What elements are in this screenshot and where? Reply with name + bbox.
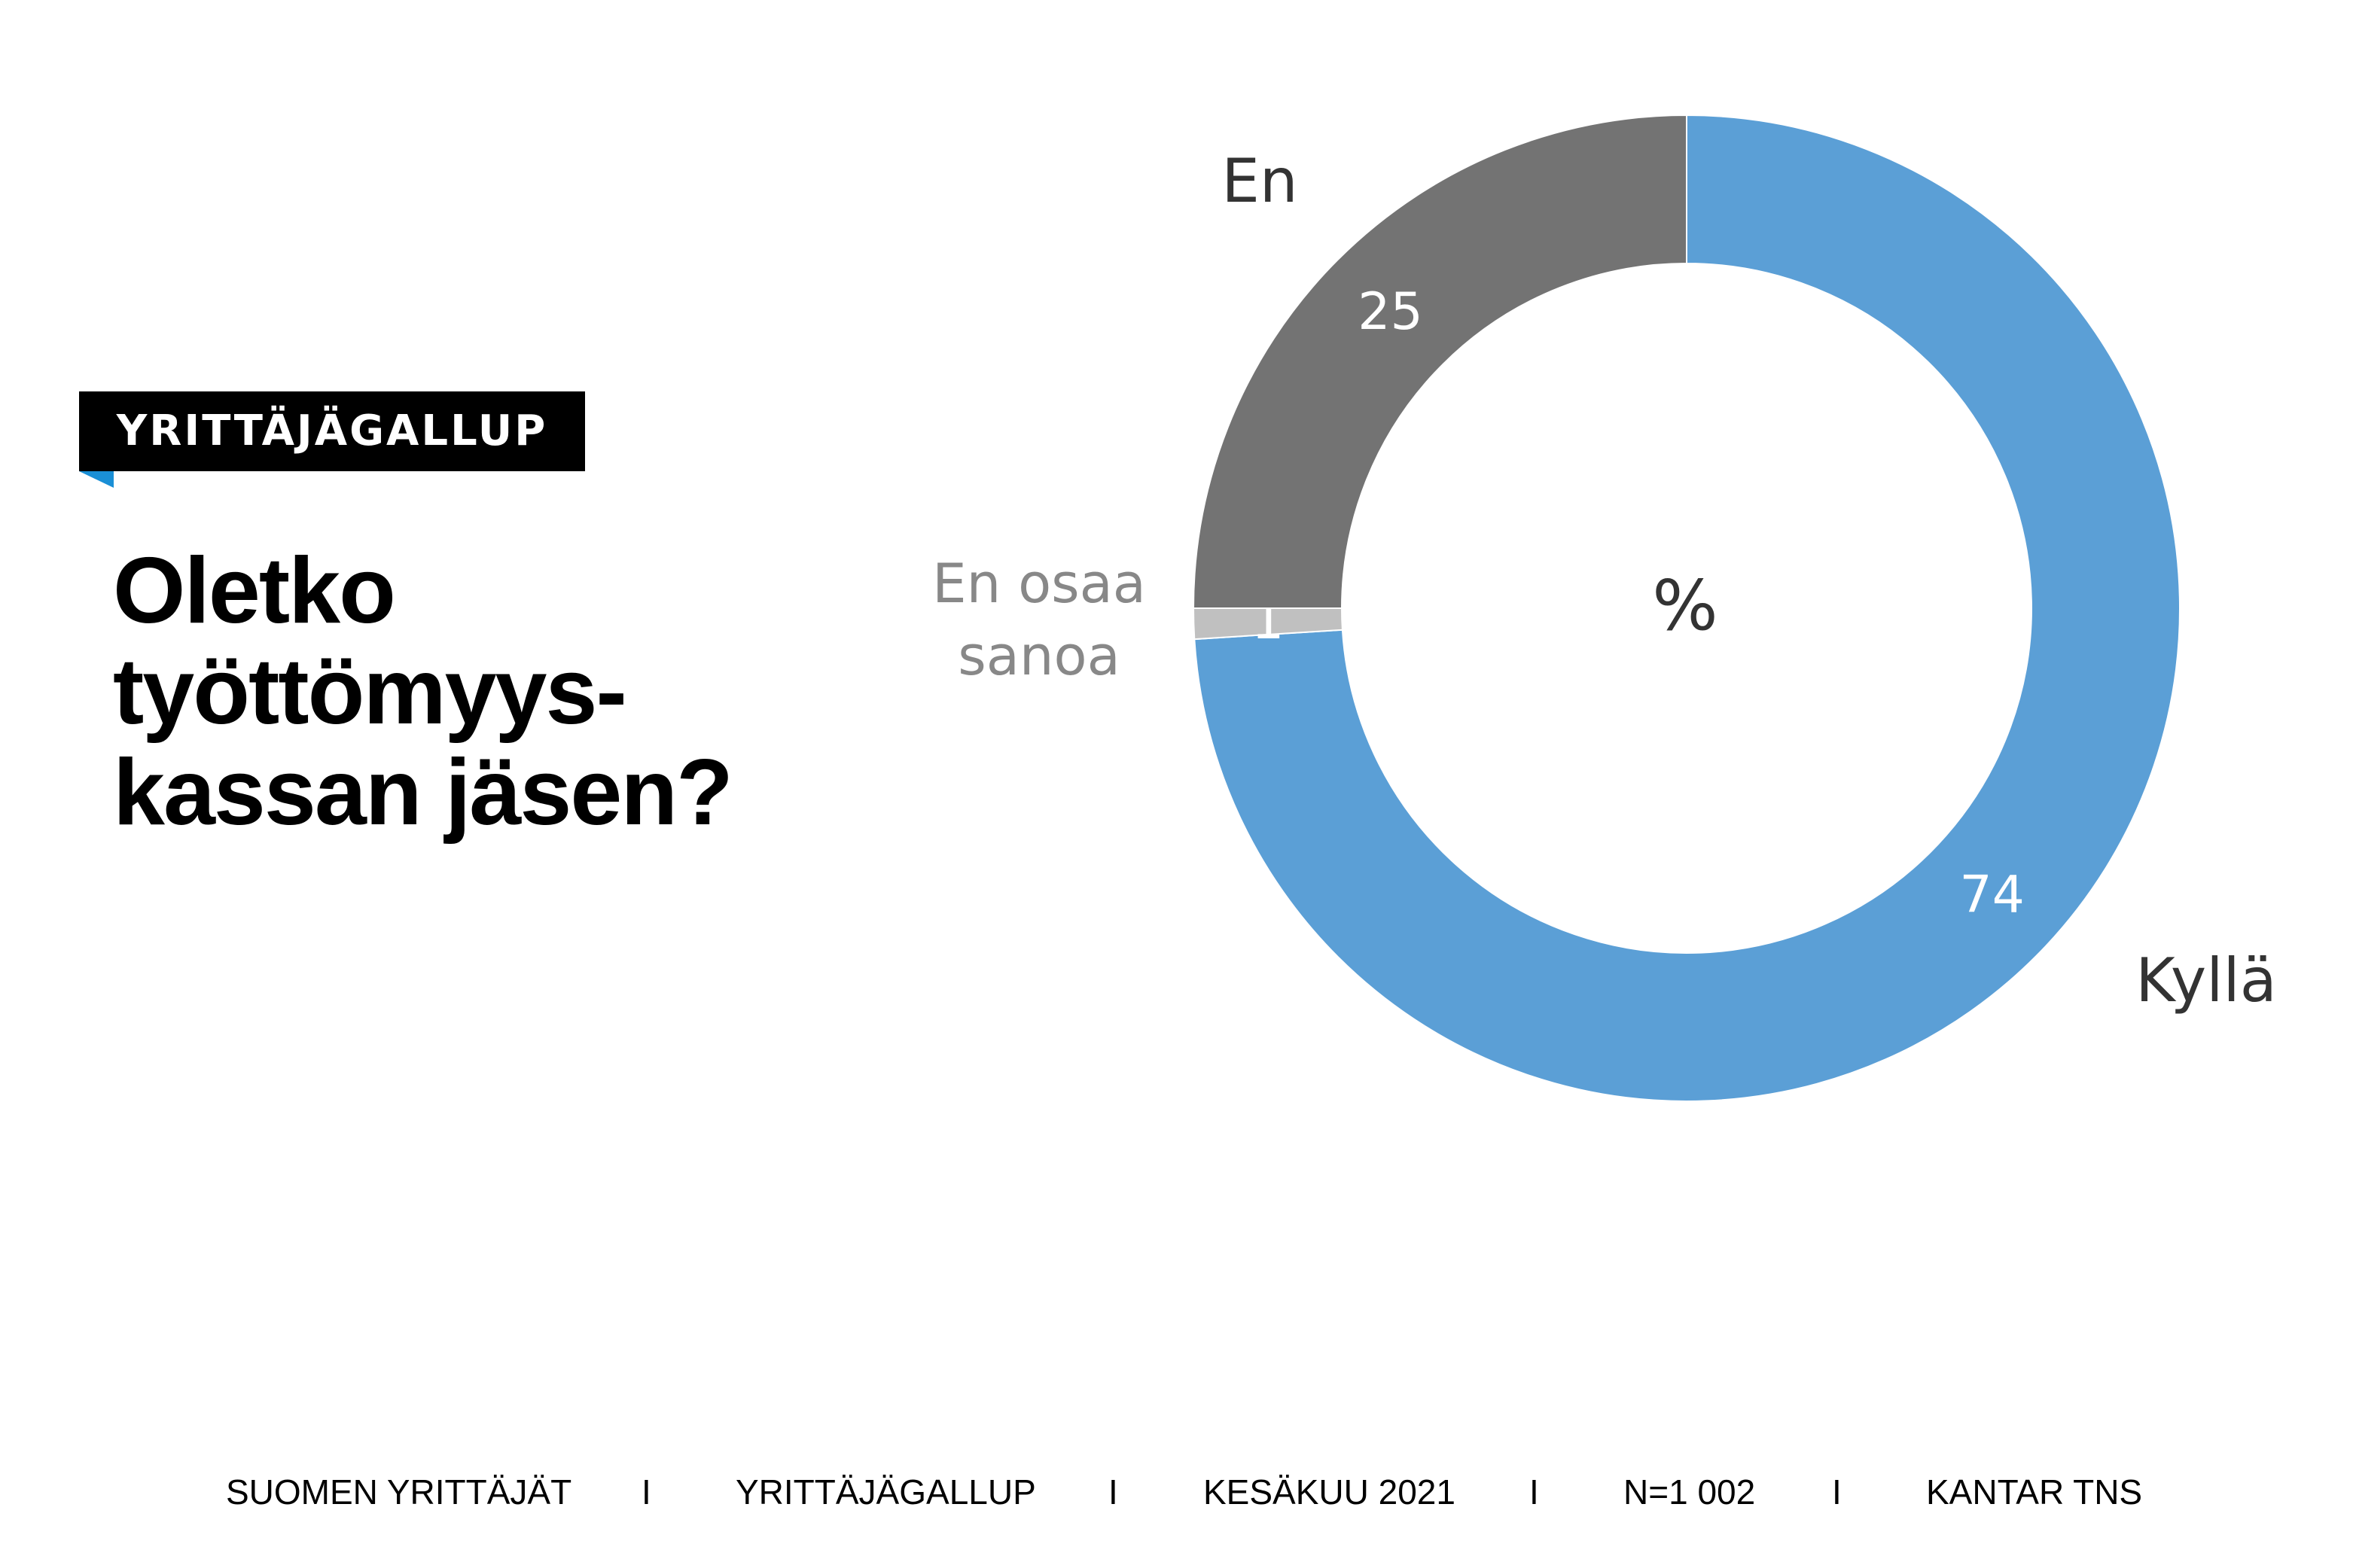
- source-footer: SUOMEN YRITTÄJÄT I YRITTÄJÄGALLUP I KESÄ…: [0, 1472, 2353, 1524]
- value-label-en: 25: [1358, 282, 1423, 342]
- footer-item-date: KESÄKUU 2021: [1203, 1472, 1455, 1512]
- value-label-kyll: 74: [1959, 865, 2025, 924]
- center-unit-label: %: [1652, 565, 1718, 646]
- slice-en: [1192, 114, 1687, 609]
- footer-separator: I: [1832, 1472, 1842, 1512]
- footer-item-sample: N=1 002: [1623, 1472, 1756, 1512]
- category-label-kyll: Kyllä: [2135, 945, 2276, 1015]
- footer-item-survey: YRITTÄJÄGALLUP: [736, 1472, 1036, 1512]
- category-label-en-osaa-sanoa: En osaa sanoa: [932, 552, 1146, 687]
- category-label-en: En: [1221, 146, 1297, 216]
- badge-corner-tab: [79, 471, 114, 488]
- footer-separator: I: [1108, 1472, 1118, 1512]
- footer-item-source: KANTAR TNS: [1926, 1472, 2143, 1512]
- slice-kyll: [1193, 114, 2181, 1102]
- badge-label: YRITTÄJÄGALLUP: [116, 406, 548, 455]
- footer-item-publisher: SUOMEN YRITTÄJÄT: [226, 1472, 572, 1512]
- footer-separator: I: [1529, 1472, 1539, 1512]
- footer-separator: I: [642, 1472, 651, 1512]
- question-title: Oletko työttömyys- kassan jäsen?: [113, 539, 733, 845]
- category-badge: YRITTÄJÄGALLUP: [79, 391, 585, 471]
